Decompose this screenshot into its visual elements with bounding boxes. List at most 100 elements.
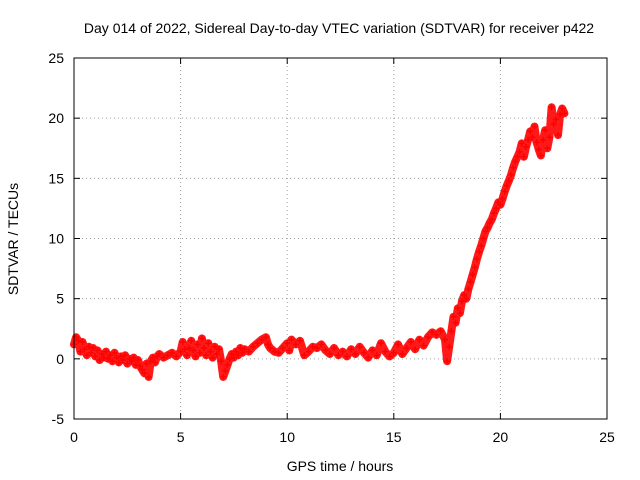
data-point	[520, 153, 527, 160]
data-point	[514, 153, 521, 160]
data-point	[486, 219, 493, 226]
data-point	[554, 132, 561, 139]
data-point	[139, 366, 146, 373]
data-point	[461, 292, 468, 299]
data-point	[179, 338, 186, 345]
data-point	[448, 328, 455, 335]
data-point	[100, 354, 107, 361]
data-point	[407, 338, 414, 345]
data-point	[198, 335, 205, 342]
data-point	[124, 360, 131, 367]
data-point	[211, 343, 218, 350]
data-point	[134, 357, 141, 364]
data-point	[122, 352, 129, 359]
data-point	[471, 264, 478, 271]
data-point	[292, 341, 299, 348]
data-point	[128, 358, 135, 365]
data-point	[535, 146, 542, 153]
axis-ticks: 0 5 10 15 20 25 -5 0 5 10 15 20 25	[48, 50, 615, 445]
data-point	[365, 354, 372, 361]
data-point	[552, 116, 559, 123]
data-point	[309, 343, 316, 350]
data-point	[218, 358, 225, 365]
data-point	[271, 348, 278, 355]
data-point	[518, 140, 525, 147]
data-point	[111, 349, 118, 356]
data-point	[147, 358, 154, 365]
data-point	[209, 354, 216, 361]
data-point	[145, 373, 152, 380]
data-point	[186, 345, 193, 352]
data-point	[235, 352, 242, 359]
data-point	[107, 352, 114, 359]
data-point	[115, 359, 122, 366]
y-axis-label: SDTVAR / TECUs	[5, 183, 21, 295]
data-point	[505, 177, 512, 184]
data-point	[450, 313, 457, 320]
data-point	[233, 348, 240, 355]
data-point	[81, 346, 88, 353]
data-point	[484, 224, 491, 231]
data-point	[228, 351, 235, 358]
data-point	[296, 337, 303, 344]
data-point	[275, 349, 282, 356]
data-point	[113, 354, 120, 361]
data-point	[390, 349, 397, 356]
data-point	[132, 361, 139, 368]
data-point	[424, 334, 431, 341]
data-point	[305, 348, 312, 355]
data-point	[254, 340, 261, 347]
data-point	[360, 349, 367, 356]
x-tick-label: 5	[177, 429, 185, 445]
data-point	[79, 338, 86, 345]
data-point	[222, 367, 229, 374]
data-point	[420, 342, 427, 349]
data-point	[533, 139, 540, 146]
data-point	[499, 195, 506, 202]
data-point	[386, 353, 393, 360]
data-point	[102, 348, 109, 355]
data-point	[463, 295, 470, 302]
data-point	[459, 298, 466, 305]
data-point	[331, 345, 338, 352]
data-point	[98, 351, 105, 358]
data-point	[177, 348, 184, 355]
data-point	[117, 353, 124, 360]
y-tick-label: 25	[48, 50, 64, 66]
data-point	[286, 347, 293, 354]
data-point	[516, 148, 523, 155]
data-point	[239, 349, 246, 356]
data-point	[192, 353, 199, 360]
data-point	[224, 361, 231, 368]
data-point	[156, 351, 163, 358]
data-point	[205, 340, 212, 347]
data-point	[245, 348, 252, 355]
data-point	[469, 271, 476, 278]
data-point	[77, 348, 84, 355]
data-point	[482, 228, 489, 235]
data-point	[497, 201, 504, 208]
data-point	[288, 336, 295, 343]
data-point	[220, 373, 227, 380]
data-point	[137, 363, 144, 370]
data-point	[550, 121, 557, 128]
x-tick-label: 25	[599, 429, 615, 445]
data-point	[501, 188, 508, 195]
data-point	[241, 346, 248, 353]
data-point	[284, 340, 291, 347]
data-point	[83, 352, 90, 359]
data-point	[265, 341, 272, 348]
data-point	[525, 136, 532, 143]
data-point	[561, 110, 568, 117]
data-point	[412, 346, 419, 353]
data-point	[130, 354, 137, 361]
data-point	[446, 343, 453, 350]
data-point	[557, 111, 564, 118]
data-point	[141, 370, 148, 377]
data-point	[258, 336, 265, 343]
data-point	[343, 353, 350, 360]
y-tick-label: -5	[52, 411, 65, 427]
data-point	[559, 105, 566, 112]
data-point	[522, 144, 529, 151]
data-point	[493, 205, 500, 212]
